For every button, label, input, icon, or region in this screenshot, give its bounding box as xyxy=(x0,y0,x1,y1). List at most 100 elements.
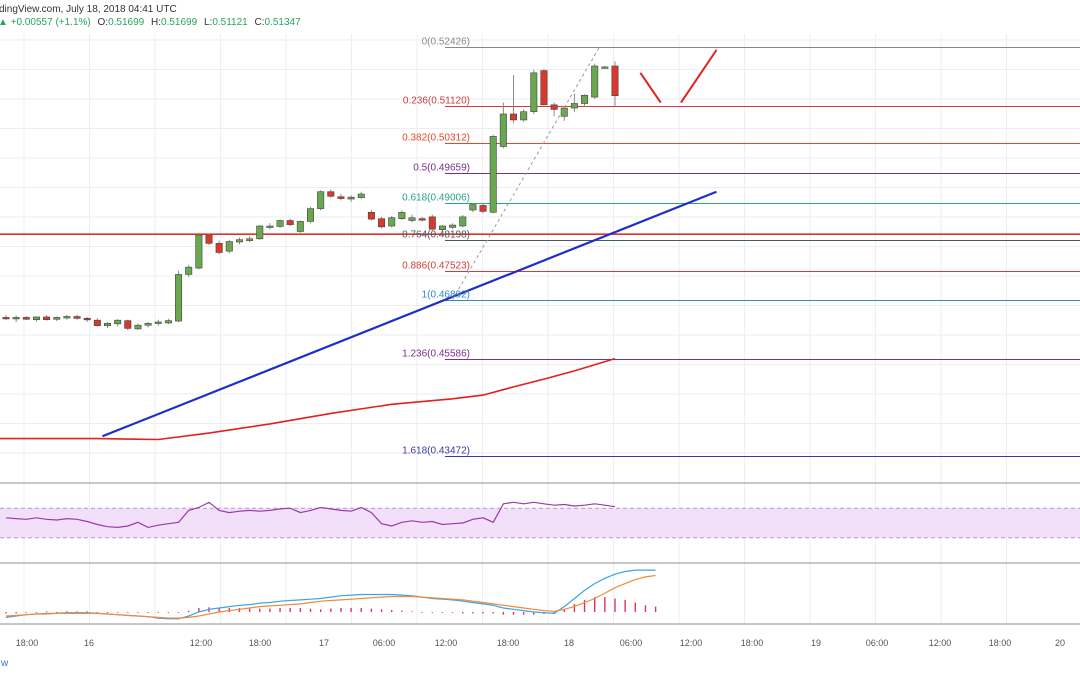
candle xyxy=(43,315,51,321)
macd-histogram-bar xyxy=(279,607,281,612)
candle xyxy=(317,190,325,211)
rsi-band xyxy=(0,507,1080,539)
bull-candle-body xyxy=(499,113,507,147)
macd-histogram-bar xyxy=(624,599,626,612)
bull-candle-body xyxy=(317,191,325,209)
fib-level-label: 0.886(0.47523) xyxy=(402,261,470,272)
bear-candle-body xyxy=(611,65,619,97)
bull-candle-body xyxy=(530,72,538,113)
time-axis-tick-label: 12:00 xyxy=(190,638,213,648)
fib-level-label: 0.382(0.50312) xyxy=(402,133,470,144)
bull-candle-body xyxy=(591,65,599,98)
rsi-line xyxy=(5,501,616,529)
candle xyxy=(357,191,365,199)
macd-histogram-bar xyxy=(56,612,58,613)
macd-histogram-bar xyxy=(167,612,170,613)
fibonacci-labels: 0(0.52426) 0.236(0.51120) 0.382(0.50312) 0.… xyxy=(402,37,601,457)
candle xyxy=(195,232,203,270)
macd-histogram-bar xyxy=(319,609,322,612)
bull-candle-body xyxy=(256,225,264,240)
candle xyxy=(601,66,609,69)
trendline xyxy=(102,190,717,438)
macd-histogram-bar xyxy=(431,612,433,613)
candle xyxy=(114,319,122,327)
macd-histogram-bar xyxy=(96,612,99,613)
candle xyxy=(164,318,172,325)
projection-segment xyxy=(639,72,662,104)
candle xyxy=(205,233,213,246)
bull-candle-body xyxy=(489,136,497,213)
candle xyxy=(438,225,446,232)
candle xyxy=(449,223,457,230)
candle xyxy=(408,214,416,223)
macd-histogram-bar xyxy=(654,606,657,612)
macd-histogram-bar xyxy=(614,598,616,612)
header-high: 0.51699 xyxy=(161,17,198,28)
macd-histogram-bar xyxy=(391,609,393,612)
bull-candle-body xyxy=(570,103,578,109)
bear-candle-body xyxy=(418,218,426,221)
bear-candle-body xyxy=(73,316,81,319)
macd-histogram-bar xyxy=(462,612,464,614)
fib-level-label: 0.5(0.49659) xyxy=(413,163,470,174)
candle xyxy=(378,216,386,229)
macd-histogram-bar xyxy=(228,607,230,612)
bull-candle-body xyxy=(185,266,193,275)
bear-candle-body xyxy=(540,70,548,106)
bear-candle-body xyxy=(215,243,223,253)
bear-candle-body xyxy=(124,320,132,329)
bull-candle-body xyxy=(154,321,162,324)
macd-panel xyxy=(5,569,657,620)
macd-histogram-bar xyxy=(370,608,373,612)
bear-candle-body xyxy=(93,319,101,326)
candle xyxy=(144,322,152,328)
time-axis: 18:00 16 12:00 18:00 17 06:00 12:00 18:00 18 06:0… xyxy=(16,638,1065,648)
candle xyxy=(93,318,101,327)
bull-candle-body xyxy=(266,225,274,228)
macd-histogram-bar xyxy=(451,612,454,613)
macd-histogram-bar xyxy=(411,611,413,613)
candle xyxy=(246,236,254,242)
header-quote: ▲ +0.00557 (+1.1%) O:0.51699 H:0.51699 L… xyxy=(0,17,301,28)
time-axis-tick-label: 17 xyxy=(319,638,329,648)
macd-histogram-bar xyxy=(45,611,48,613)
fib-level-label: 1(0.46892) xyxy=(422,290,470,301)
time-axis-tick-label: 12:00 xyxy=(680,638,703,648)
candle xyxy=(611,61,619,107)
candle xyxy=(53,316,61,322)
macd-histogram-bar xyxy=(86,611,88,613)
macd-histogram-bar xyxy=(350,607,352,612)
header-open: 0.51699 xyxy=(108,17,145,28)
macd-histogram-bar xyxy=(482,612,484,614)
macd-histogram-bar xyxy=(472,612,474,614)
bear-candle-body xyxy=(509,113,517,121)
macd-histogram-bar xyxy=(147,612,149,613)
price-projection xyxy=(639,49,718,104)
candle xyxy=(256,225,264,240)
macd-histogram-bar xyxy=(340,607,342,612)
candle xyxy=(327,189,335,198)
candle xyxy=(367,210,375,221)
candle xyxy=(2,315,10,320)
candle xyxy=(499,102,507,149)
ascending-trendline xyxy=(102,190,717,438)
macd-histogram-bar xyxy=(330,608,332,612)
candle xyxy=(459,215,467,228)
bull-candle-body xyxy=(175,274,183,322)
candle xyxy=(398,210,406,221)
bull-candle-body xyxy=(449,224,457,228)
macd-histogram-bar xyxy=(238,607,241,612)
candle xyxy=(225,239,233,254)
candle xyxy=(428,214,436,231)
candle xyxy=(185,264,193,278)
time-axis-tick-label: 06:00 xyxy=(373,638,396,648)
macd-histogram-bar xyxy=(502,612,505,615)
macd-histogram-bar xyxy=(421,612,423,613)
time-axis-tick-label: 18:00 xyxy=(989,638,1012,648)
bear-candle-body xyxy=(367,211,375,220)
candle xyxy=(418,216,426,222)
time-axis-tick-label: 06:00 xyxy=(620,638,643,648)
header-change: +0.00557 (+1.1%) xyxy=(11,17,91,28)
